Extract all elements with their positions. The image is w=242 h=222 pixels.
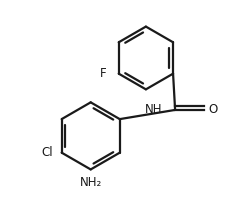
Text: Cl: Cl — [42, 146, 53, 159]
Text: NH₂: NH₂ — [80, 176, 102, 189]
Text: O: O — [208, 103, 218, 116]
Text: F: F — [100, 67, 107, 80]
Text: NH: NH — [145, 103, 163, 116]
